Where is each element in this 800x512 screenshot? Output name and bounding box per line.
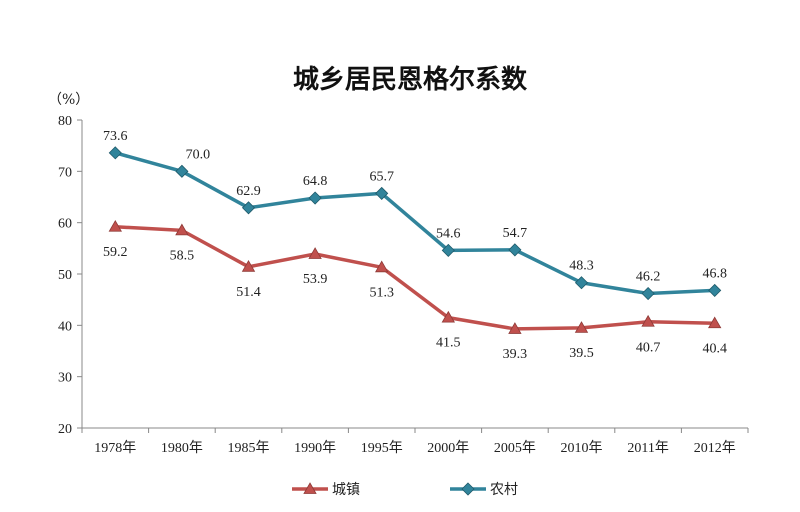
x-tick-label: 1985年 bbox=[228, 440, 270, 456]
y-tick-label: 40 bbox=[58, 319, 72, 334]
data-label: 40.4 bbox=[702, 341, 727, 356]
data-label: 70.0 bbox=[186, 147, 211, 162]
x-tick-label: 1990年 bbox=[294, 440, 336, 456]
data-label: 62.9 bbox=[236, 184, 261, 199]
data-point bbox=[175, 223, 189, 236]
data-point bbox=[708, 316, 722, 329]
data-label: 54.6 bbox=[436, 226, 461, 241]
x-tick-label: 1978年 bbox=[94, 440, 136, 456]
y-axis-unit-label: （%） bbox=[48, 92, 89, 108]
y-tick-label: 70 bbox=[58, 165, 72, 180]
x-tick-label: 2011年 bbox=[627, 440, 668, 456]
legend-marker bbox=[303, 482, 317, 494]
y-tick-label: 20 bbox=[58, 422, 72, 437]
data-point bbox=[175, 164, 189, 178]
data-point bbox=[308, 247, 322, 259]
x-tick-label: 2005年 bbox=[494, 440, 536, 456]
legend-label: 城镇 bbox=[332, 482, 360, 498]
data-point bbox=[375, 186, 389, 200]
data-point bbox=[441, 310, 455, 323]
data-point bbox=[441, 243, 455, 257]
data-label: 64.8 bbox=[303, 174, 328, 189]
x-tick-label: 1980年 bbox=[161, 440, 203, 456]
axes: 20 30 40 50 60 70 80 1978年 1980年 1985年 1990年 1995年 2… bbox=[58, 114, 749, 456]
series-rural: 73.6 70.0 62.9 64.8 65.7 54.6 54.7 48.3 46.2 46.8 bbox=[103, 129, 727, 301]
data-point bbox=[641, 314, 655, 327]
data-label: 53.9 bbox=[303, 272, 328, 287]
data-label: 39.5 bbox=[569, 346, 594, 361]
series-line bbox=[114, 151, 715, 296]
legend-item-urban: 城镇 bbox=[292, 482, 360, 498]
data-label: 58.5 bbox=[170, 248, 195, 263]
data-point bbox=[708, 283, 722, 297]
data-point bbox=[574, 321, 589, 333]
data-point bbox=[108, 146, 122, 160]
data-point bbox=[508, 322, 522, 334]
data-label: 46.8 bbox=[702, 266, 727, 281]
legend-label: 农村 bbox=[490, 482, 518, 498]
data-point bbox=[241, 201, 256, 215]
legend-item-rural: 农村 bbox=[450, 482, 518, 498]
x-tick-label: 2012年 bbox=[694, 440, 736, 456]
data-label: 41.5 bbox=[436, 336, 461, 351]
data-label: 48.3 bbox=[569, 259, 594, 274]
data-label: 73.6 bbox=[103, 129, 128, 144]
y-tick-label: 50 bbox=[58, 268, 72, 283]
data-point bbox=[108, 219, 122, 232]
data-label: 51.3 bbox=[369, 285, 394, 300]
data-point bbox=[508, 243, 522, 257]
data-point bbox=[308, 191, 322, 205]
legend-marker bbox=[461, 482, 475, 496]
data-label: 51.4 bbox=[236, 285, 261, 300]
data-label: 65.7 bbox=[369, 169, 394, 184]
series-layer: 59.2 58.5 51.4 53.9 51.3 41.5 39.3 39.5 40.7 40.4… bbox=[103, 129, 727, 362]
series-urban: 59.2 58.5 51.4 53.9 51.3 41.5 39.3 39.5 40.7 40.4 bbox=[103, 219, 727, 362]
data-point bbox=[574, 276, 589, 290]
data-label: 40.7 bbox=[636, 341, 661, 356]
chart-title: 城乡居民恩格尔系数 bbox=[293, 64, 528, 95]
y-tick-label: 30 bbox=[58, 371, 72, 386]
data-point bbox=[241, 260, 256, 272]
series-line bbox=[115, 225, 715, 331]
data-label: 46.2 bbox=[636, 270, 661, 285]
data-label: 59.2 bbox=[103, 245, 128, 260]
data-point bbox=[375, 260, 389, 273]
data-point bbox=[641, 286, 655, 301]
legend: 城镇 农村 bbox=[292, 482, 518, 498]
data-label: 39.3 bbox=[503, 347, 528, 362]
x-tick-label: 2010年 bbox=[561, 440, 603, 456]
x-tick-label: 1995年 bbox=[361, 440, 403, 456]
x-tick-label: 2000年 bbox=[427, 440, 469, 456]
y-tick-label: 80 bbox=[58, 114, 72, 129]
data-label: 54.7 bbox=[503, 226, 528, 241]
y-tick-label: 60 bbox=[58, 217, 72, 232]
